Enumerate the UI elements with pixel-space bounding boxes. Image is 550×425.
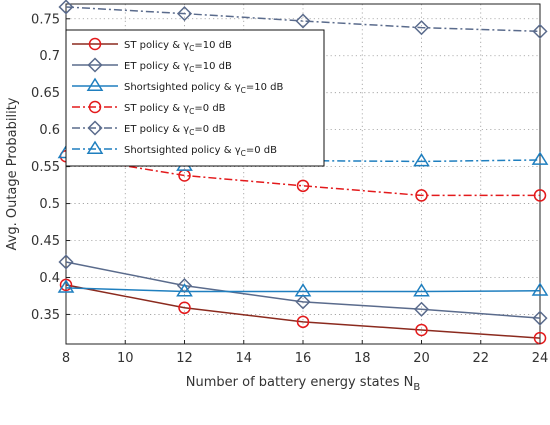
data-point: [58, 254, 74, 270]
x-axis-ticks: 8 10 12 14 16 18 20 22 24: [62, 340, 548, 366]
legend-label: ET policy & γC=10 dB: [124, 61, 232, 74]
legend-label: ST policy & γC=10 dB: [124, 40, 232, 53]
legend-entry: Shortsighted policy & γC=0 dB: [72, 140, 277, 158]
y-tick-label: 0.5: [39, 197, 60, 212]
legend-entry: ST policy & γC=0 dB: [72, 100, 226, 116]
data-point: [295, 294, 311, 310]
x-axis-label: Number of battery energy states NB: [186, 375, 421, 393]
legend-label-main: Shortsighted policy & γ: [124, 145, 241, 156]
legend-label-main: Shortsighted policy & γ: [124, 82, 241, 93]
legend-label-main: ST policy & γ: [124, 103, 189, 114]
data-point: [57, 279, 75, 293]
x-tick-label: 14: [235, 351, 252, 366]
series-line: [65, 287, 541, 293]
x-tick-label: 10: [117, 351, 134, 366]
legend-label-main: ET policy & γ: [124, 124, 189, 135]
legend-label-main: ST policy & γ: [124, 40, 189, 51]
series-3: [57, 279, 549, 297]
legend-label: ST policy & γC=0 dB: [124, 103, 226, 116]
x-tick-label: 16: [295, 351, 312, 366]
series-line: [65, 6, 541, 33]
legend-label-suffix: =10 dB: [194, 40, 232, 51]
data-point: [413, 283, 430, 297]
series-5: [58, 0, 548, 39]
legend-label-suffix: =10 dB: [246, 82, 284, 93]
data-point: [413, 153, 430, 167]
data-point: [294, 283, 312, 297]
y-axis-ticks: 0.35 0.4 0.45 0.5 0.55 0.6 0.65 0.7 0.75: [31, 12, 70, 323]
data-point: [415, 189, 428, 202]
x-tick-label: 22: [472, 351, 489, 366]
legend-entry: ST policy & γC=10 dB: [72, 37, 232, 53]
series-2: [58, 254, 548, 326]
y-tick-label: 0.75: [31, 12, 60, 27]
legend-entry: ET policy & γC=0 dB: [72, 120, 226, 137]
data-point: [178, 301, 191, 315]
data-point: [531, 282, 549, 296]
data-point: [59, 278, 73, 292]
legend-label-subscript: C: [189, 44, 194, 53]
y-tick-label: 0.4: [39, 271, 60, 286]
y-tick-label: 0.35: [31, 308, 60, 323]
x-tick-label: 18: [354, 351, 371, 366]
legend-marker: [86, 140, 104, 154]
data-point: [415, 323, 428, 337]
grid-lines: [66, 4, 540, 344]
x-tick-label: 12: [176, 351, 193, 366]
legend-label: Shortsighted policy & γC=0 dB: [124, 145, 277, 158]
data-point: [532, 23, 548, 39]
data-point: [296, 179, 310, 193]
legend-label-main: ET policy & γ: [124, 61, 189, 72]
data-point: [533, 189, 547, 202]
legend-marker: [87, 120, 103, 136]
y-tick-label: 0.45: [31, 234, 60, 249]
legend-marker: [88, 37, 102, 51]
x-axis-label-subscript: B: [413, 382, 420, 393]
x-tick-label: 24: [532, 351, 549, 366]
legend-label: Shortsighted policy & γC=10 dB: [124, 82, 284, 95]
data-point: [176, 283, 193, 297]
legend-label-suffix: =10 dB: [194, 61, 232, 72]
data-point: [296, 315, 310, 329]
legend-label-subscript: C: [241, 86, 246, 95]
data-point: [58, 0, 74, 15]
y-tick-label: 0.7: [39, 49, 60, 64]
x-axis-label-main: Number of battery energy states N: [186, 375, 414, 390]
legend-marker: [86, 77, 104, 91]
y-axis-label: Avg. Outage Probability: [5, 97, 20, 250]
legend-label: ET policy & γC=0 dB: [124, 124, 226, 137]
series-line: [65, 152, 541, 167]
data-point: [295, 13, 311, 29]
legend-label-subscript: C: [241, 149, 246, 158]
legend-marker: [87, 57, 103, 73]
series-1: [59, 278, 547, 345]
legend-label-suffix: =0 dB: [194, 103, 225, 114]
legend-label-subscript: C: [189, 107, 194, 116]
series-line: [65, 155, 540, 197]
series-line: [65, 284, 541, 339]
data-point: [532, 310, 548, 326]
y-tick-label: 0.55: [31, 160, 60, 175]
y-tick-label: 0.6: [39, 123, 60, 138]
x-tick-label: 20: [413, 351, 430, 366]
legend-label-subscript: C: [189, 65, 194, 74]
legend-label-suffix: =0 dB: [246, 145, 277, 156]
x-tick-label: 8: [62, 351, 70, 366]
legend-entry: ET policy & γC=10 dB: [72, 57, 232, 74]
data-point: [413, 301, 430, 317]
y-tick-label: 0.65: [31, 86, 60, 101]
data-point: [413, 20, 430, 36]
data-point: [176, 6, 193, 22]
legend-label-suffix: =0 dB: [194, 124, 225, 135]
legend-marker: [88, 100, 102, 114]
legend-label-subscript: C: [189, 128, 194, 137]
legend-entry: Shortsighted policy & γC=10 dB: [72, 77, 284, 95]
data-point: [531, 151, 549, 165]
legend-box: [65, 29, 325, 167]
series-line: [65, 261, 541, 319]
